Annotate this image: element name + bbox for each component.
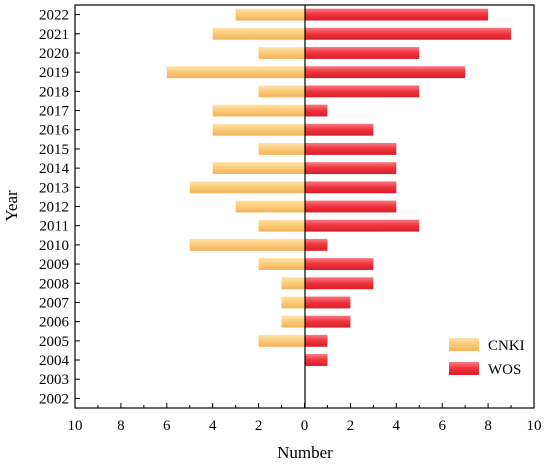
x-tick-label: 6 [163, 418, 171, 434]
x-tick-label: 2 [347, 418, 355, 434]
legend-label-cnki: CNKI [488, 338, 525, 354]
bar-cnki-2020 [258, 47, 305, 59]
bar-wos-2011 [304, 219, 420, 232]
bar-cnki-2007 [281, 296, 305, 309]
bar-wos-2014 [304, 162, 397, 175]
bar-wos-2006 [304, 315, 351, 328]
bar-wos-2008 [304, 277, 374, 290]
bar-wos-2004 [304, 354, 328, 366]
y-tick-label: 2016 [39, 123, 70, 139]
bar-wos-2016 [304, 123, 374, 136]
y-tick-label: 2011 [40, 219, 69, 235]
x-tick-label: 10 [527, 418, 542, 434]
bar-cnki-2005 [258, 334, 305, 347]
bar-wos-2007 [304, 296, 351, 309]
y-tick-label: 2017 [39, 104, 70, 120]
bar-wos-2009 [304, 258, 374, 271]
y-tick-label: 2020 [39, 46, 69, 62]
legend-label-wos: WOS [488, 362, 521, 378]
y-axis-title: Year [2, 190, 21, 222]
bar-cnki-2015 [258, 142, 305, 155]
x-axis-ticks: 10 8 6 4 2 0 2 4 6 8 10 [68, 403, 542, 434]
y-tick-label: 2019 [39, 65, 69, 81]
y-tick-label: 2022 [39, 8, 69, 24]
y-tick-label: 2018 [39, 84, 69, 100]
bar-wos-2017 [304, 104, 328, 117]
x-tick-label: 8 [117, 418, 125, 434]
bar-wos-2022 [304, 8, 489, 21]
bar-wos-2020 [304, 47, 420, 59]
bar-cnki-2018 [258, 85, 305, 98]
legend-swatch-wos [449, 362, 479, 375]
y-tick-label: 2015 [39, 142, 69, 158]
bar-cnki-2010 [189, 238, 305, 251]
bar-cnki-2017 [212, 104, 305, 117]
x-tick-label: 2 [255, 418, 263, 434]
y-tick-label: 2014 [39, 161, 70, 177]
bar-wos-2015 [304, 142, 397, 155]
y-tick-label: 2009 [39, 257, 69, 273]
y-tick-label: 2021 [39, 27, 69, 43]
x-tick-label: 0 [301, 418, 309, 434]
bar-cnki-2012 [235, 200, 305, 213]
y-tick-label: 2004 [39, 353, 70, 369]
x-tick-label: 10 [68, 418, 83, 434]
y-tick-label: 2002 [39, 391, 69, 407]
bar-wos-2010 [304, 238, 328, 251]
x-axis-title: Number [277, 443, 333, 462]
bar-cnki-2022 [235, 8, 305, 21]
bar-cnki-2016 [212, 123, 305, 136]
bar-wos-2021 [304, 27, 512, 40]
y-axis-ticks: 2002 2003 2004 2005 2006 2007 2008 2009 2010 2011… [39, 8, 80, 407]
y-tick-label: 2008 [39, 276, 69, 292]
bar-cnki-2008 [281, 277, 305, 290]
bar-cnki-2019 [166, 66, 305, 79]
legend: CNKI WOS [449, 338, 525, 378]
bar-cnki-2006 [281, 315, 305, 328]
bar-cnki-2013 [189, 181, 305, 194]
bars-layer [166, 8, 512, 366]
x-tick-label: 6 [438, 418, 446, 434]
bar-cnki-2021 [212, 27, 305, 40]
y-tick-label: 2010 [39, 238, 69, 254]
bar-wos-2013 [304, 181, 397, 194]
bar-wos-2018 [304, 85, 420, 98]
x-tick-label: 4 [393, 418, 401, 434]
x-tick-label: 4 [209, 418, 217, 434]
bar-wos-2005 [304, 334, 328, 347]
bar-wos-2019 [304, 66, 466, 79]
bar-cnki-2009 [258, 258, 305, 271]
bar-wos-2012 [304, 200, 397, 213]
y-tick-label: 2006 [39, 315, 70, 331]
y-tick-label: 2007 [39, 295, 70, 311]
legend-swatch-cnki [449, 338, 479, 351]
x-tick-label: 8 [484, 418, 492, 434]
y-tick-label: 2003 [39, 372, 69, 388]
bar-cnki-2014 [212, 162, 305, 175]
y-tick-label: 2012 [39, 200, 69, 216]
y-tick-label: 2013 [39, 180, 69, 196]
bar-cnki-2011 [258, 219, 305, 232]
y-tick-label: 2005 [39, 334, 69, 350]
